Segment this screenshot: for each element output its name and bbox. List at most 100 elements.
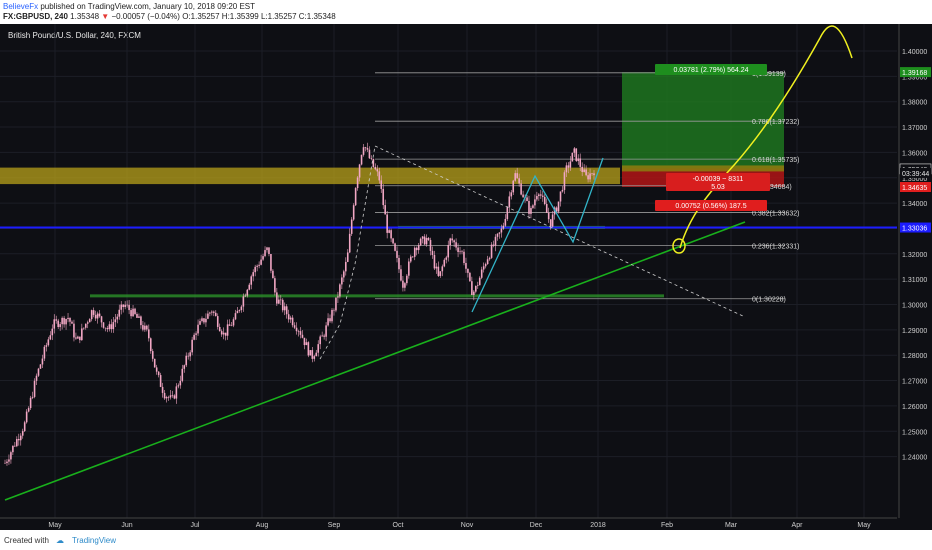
candle [551,210,554,228]
candle [281,298,284,313]
time-axis[interactable]: May Jun Jul Aug Sep Oct Nov Dec 2018 Feb Mar Apr May [0,517,932,530]
candle-body [299,331,302,335]
candle [486,255,489,265]
candle [126,300,128,308]
price-axis[interactable]: 1.40000 1.39000 1.38000 1.37000 1.36000 1.350… [898,24,932,530]
candle-body [161,386,164,393]
candle-body [518,178,520,184]
candle-body [112,322,115,330]
author-link[interactable]: BelieveFx [3,2,39,11]
candle-body [75,337,77,339]
yellow-projection-tail [819,25,853,59]
candle [201,316,203,323]
candle [218,323,221,332]
candle-body [579,158,582,167]
candle-body [354,188,357,206]
candle [25,409,28,424]
candle [532,204,534,210]
candle [250,274,253,290]
candle-body [429,240,432,251]
candle-body [90,310,93,320]
candle-body [187,355,190,357]
candle [262,253,264,261]
candle-body [463,251,465,263]
candle [392,237,394,245]
candle [59,321,61,331]
tradingview-brand[interactable]: TradingView [72,536,117,545]
chart-area[interactable]: British Pound/U.S. Dollar, 240, FXCM 1(1… [0,24,932,530]
candle-body [536,196,538,200]
candle-body [366,148,369,150]
y-tick-label: 1.40000 [902,49,927,56]
candle-body [134,308,136,314]
y-tick-label: 1.29000 [902,328,927,335]
chart-svg[interactable]: British Pound/U.S. Dollar, 240, FXCM 1(1… [0,24,932,530]
candle [90,309,93,322]
candle [57,318,59,330]
candle-body [289,317,292,320]
candle [555,206,558,213]
candle [130,308,132,319]
candle-body [475,285,477,292]
candle [86,320,89,329]
candle [179,375,182,389]
candle [394,242,396,252]
candle [187,352,190,360]
candle-body [226,324,229,336]
candle-body [492,244,495,246]
candle [287,309,290,323]
candle [408,258,410,279]
candle-body [228,324,231,326]
candle-body [216,316,219,327]
candle-body [244,295,247,297]
candle [23,420,26,433]
candle-body [376,169,379,172]
candle-body [132,308,134,317]
candle-body [254,266,256,273]
candle-body [577,158,580,162]
price-tag: 1.33036 [900,222,931,233]
candle [494,234,497,252]
candle [128,299,130,315]
candle-body [250,276,253,285]
candle [490,242,493,259]
candle-body [155,367,158,372]
candle-body [242,296,245,307]
candle [565,162,568,177]
candle-body [325,325,327,337]
candle [270,254,272,274]
candle-body [575,148,578,162]
candle-body [4,462,6,464]
candle [589,168,591,182]
candle-body [467,268,469,273]
price-tag-text: 1.34635 [902,185,927,192]
candle [134,307,136,316]
candle [209,311,211,317]
candle-body [266,247,268,251]
candle [545,198,548,213]
candle-body [82,327,85,329]
x-tick-label: Oct [393,522,404,529]
candle-body [102,322,105,328]
candle-body [23,422,26,432]
candle [386,210,388,239]
fib-level-label: 0.236(1.32331) [752,243,799,250]
candle [325,322,327,342]
candle [79,336,81,344]
candle-body [591,173,593,175]
candle [291,315,294,328]
candle [274,275,276,296]
candle-body [406,275,408,284]
candle [380,175,383,193]
candle [478,276,481,286]
candle-body [185,355,188,366]
candle-body [571,152,574,162]
candle-body [398,257,400,270]
candle-body [532,205,534,208]
candle [467,268,469,278]
candle [463,249,465,266]
candle [35,373,38,386]
candle [585,165,587,177]
candle-body [392,238,394,244]
candle-body [218,326,221,332]
